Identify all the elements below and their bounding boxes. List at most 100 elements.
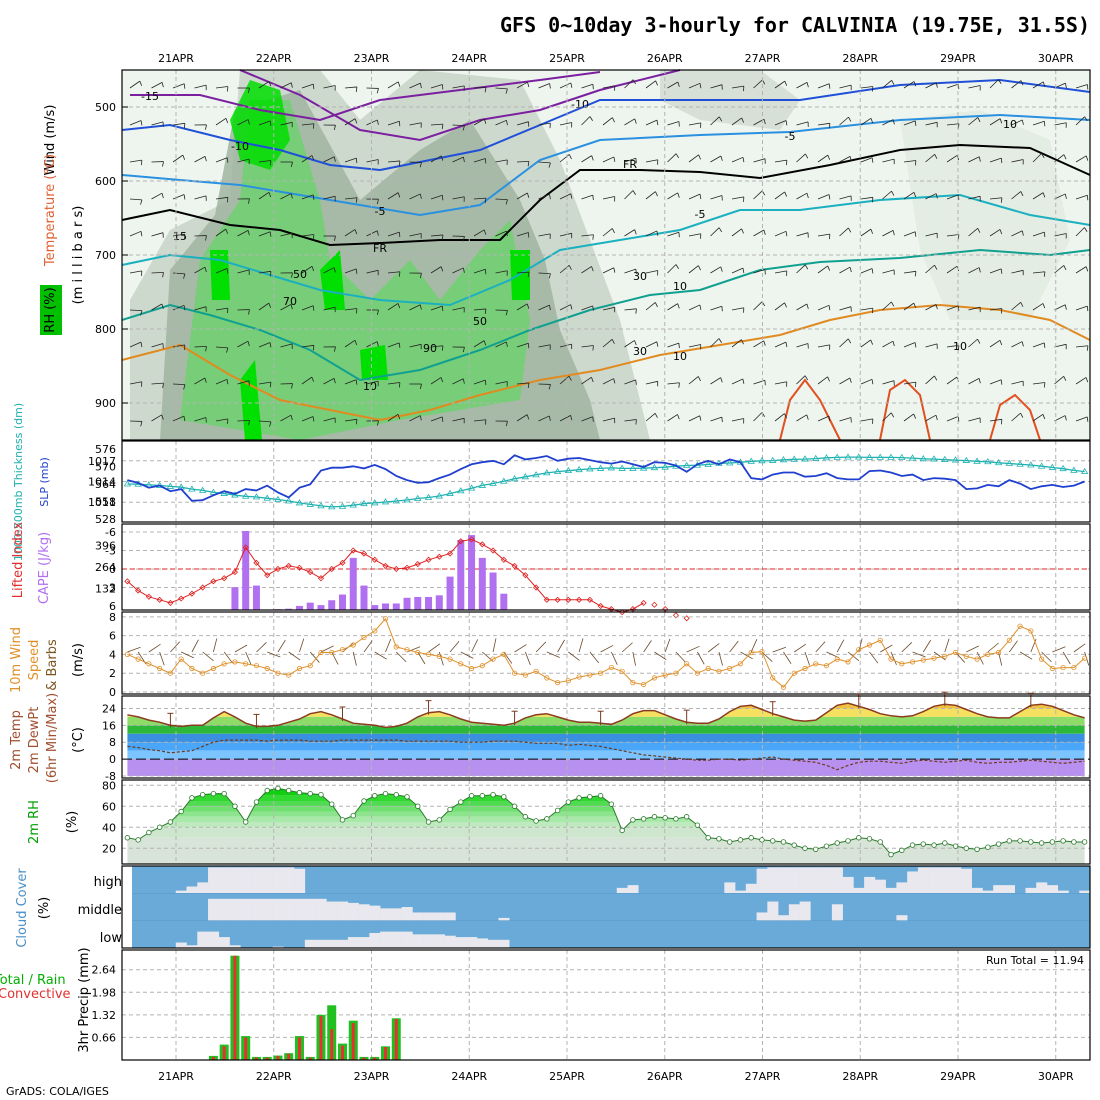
wind10-marker — [576, 674, 582, 680]
wind-barb — [624, 157, 637, 163]
wind-barb — [280, 304, 292, 311]
contour-label: 90 — [423, 342, 437, 355]
wind-barb — [710, 266, 721, 274]
wind-barb — [1011, 412, 1021, 422]
wind-barb — [280, 82, 292, 89]
cloud-middle-cell — [788, 904, 800, 921]
wind10-marker — [974, 656, 980, 662]
wind-barb-flag — [354, 229, 358, 235]
wind10-marker — [866, 642, 873, 648]
thickness-marker — [898, 453, 906, 460]
wind-barb-flag — [891, 301, 895, 307]
thickness-marker — [123, 480, 132, 487]
wind-barb — [731, 117, 742, 126]
precip-ytick-2.64: 2.64 — [92, 964, 117, 977]
wind-barb — [430, 345, 443, 348]
wind10-barb — [202, 651, 214, 662]
wind-barb — [258, 420, 271, 423]
contour-label: 50 — [473, 315, 487, 328]
wind10-barb — [675, 651, 686, 663]
wind-barb-flag — [806, 414, 809, 420]
cloud-low-cell — [423, 934, 435, 948]
thickness-marker — [295, 499, 304, 506]
cape-bar — [349, 557, 357, 610]
wind-barb — [172, 83, 185, 89]
wind-barb — [323, 195, 336, 200]
cloud-high-cell — [842, 876, 854, 894]
rh-marker — [210, 790, 217, 797]
wind-barb — [1054, 265, 1065, 274]
wind10-barb — [245, 651, 252, 666]
wind-barb — [731, 228, 742, 237]
rh-marker — [307, 790, 313, 797]
wind-barb-flag — [1042, 303, 1046, 309]
cloud-low-cell — [326, 939, 338, 948]
wind10-label-a: 10m Wind — [9, 627, 24, 693]
wind-barb — [151, 382, 164, 385]
wind-barb — [710, 116, 720, 126]
cloud-low-cell — [186, 945, 198, 948]
wind-barb-flag — [613, 378, 616, 384]
wind-barb-flag — [1043, 271, 1046, 277]
wind-barb — [452, 417, 465, 422]
wind-barb — [1075, 194, 1088, 200]
wind-barb-flag — [269, 342, 272, 348]
cape-axis-labels: Lifted Index CAPE (J/kg) — [11, 521, 52, 604]
wind-barb-flag — [140, 231, 143, 237]
li-marker — [500, 556, 507, 563]
wind-barb — [516, 342, 529, 348]
cape-bar — [328, 600, 336, 610]
wind-barb-flag — [162, 383, 164, 389]
wind-barb-flag — [505, 310, 508, 316]
cape-bar — [252, 585, 260, 610]
wind-barb — [516, 271, 529, 274]
wind-barb-flag — [291, 383, 293, 389]
li-marker — [382, 562, 389, 569]
wind-barb — [409, 82, 421, 89]
wind-barb — [452, 378, 464, 385]
wind-barb — [473, 268, 486, 274]
wind10-marker — [554, 680, 561, 686]
li-marker — [145, 593, 152, 600]
wind-barb-flag — [568, 265, 572, 270]
wind-barb — [516, 81, 528, 89]
wind10-marker — [372, 628, 378, 634]
rh-marker — [995, 841, 1002, 847]
li-marker — [285, 562, 292, 569]
wind10-barb — [1009, 640, 1018, 653]
rh-marker — [791, 842, 797, 848]
thickness-marker — [231, 491, 239, 498]
wind-barb — [1011, 119, 1023, 126]
wind-barb — [581, 155, 592, 163]
wind10-marker — [694, 670, 701, 676]
wind10-marker — [673, 670, 679, 676]
wind10-marker — [393, 644, 399, 650]
thickness-marker — [241, 492, 250, 499]
wind-barb — [989, 308, 1002, 311]
rh-marker — [942, 840, 948, 846]
li-marker — [576, 596, 583, 603]
wind10-barb — [686, 645, 700, 653]
wind-barb — [387, 271, 400, 274]
temp-band — [127, 733, 1085, 743]
isotherm-6 — [121, 248, 1091, 382]
cape-bar — [478, 557, 486, 610]
wind-barb — [1075, 84, 1088, 89]
cape-bar — [403, 597, 411, 610]
wind-barb — [774, 230, 787, 237]
rh-marker — [479, 793, 486, 799]
wind-barb — [925, 304, 937, 311]
wind10-marker — [275, 670, 281, 676]
wind-barb — [194, 417, 207, 422]
thickness-marker — [1027, 461, 1035, 468]
cloud-high-cell — [616, 887, 628, 894]
cloud-low-cell — [390, 931, 402, 948]
rh-marker — [178, 808, 184, 815]
wind-barb — [1075, 345, 1088, 348]
thickness-marker — [349, 501, 357, 508]
wind-barb — [989, 268, 1002, 274]
wind-barb-flag — [161, 193, 164, 199]
wind-barb — [667, 342, 679, 348]
bottom-date-29APR: 29APR — [940, 1070, 976, 1083]
